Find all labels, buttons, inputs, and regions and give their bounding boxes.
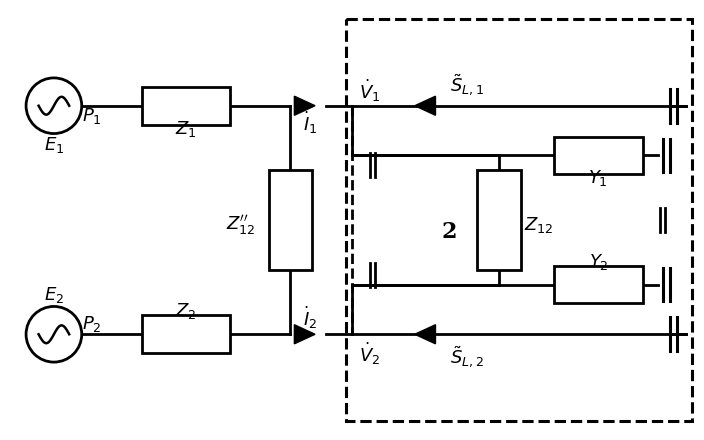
- Text: $Z_{12}$: $Z_{12}$: [524, 215, 553, 235]
- Text: $Z_1$: $Z_1$: [175, 119, 197, 139]
- Polygon shape: [294, 96, 315, 115]
- Bar: [477, 170, 521, 270]
- Bar: [346, 19, 692, 421]
- Polygon shape: [294, 325, 315, 344]
- Circle shape: [26, 306, 82, 362]
- Text: 2: 2: [441, 221, 457, 243]
- Text: $E_2$: $E_2$: [44, 285, 64, 304]
- Text: $\tilde{S}_{L,1}$: $\tilde{S}_{L,1}$: [451, 73, 484, 99]
- Text: $\dot{V}_2$: $\dot{V}_2$: [359, 341, 380, 367]
- Text: $\dot{V}_1$: $\dot{V}_1$: [359, 78, 381, 104]
- Text: $P_1$: $P_1$: [82, 106, 101, 126]
- Text: $\tilde{S}_{L,2}$: $\tilde{S}_{L,2}$: [451, 345, 484, 370]
- Text: $\dot{I}_2$: $\dot{I}_2$: [303, 304, 318, 330]
- Bar: [268, 170, 313, 270]
- Text: $Y_2$: $Y_2$: [589, 252, 608, 272]
- Text: $Y_1$: $Y_1$: [589, 168, 608, 188]
- Text: $Z_2$: $Z_2$: [175, 301, 197, 321]
- Polygon shape: [415, 96, 436, 115]
- Bar: [142, 315, 230, 353]
- Text: $Z_{12}''$: $Z_{12}''$: [226, 213, 256, 237]
- Bar: [554, 266, 643, 304]
- Polygon shape: [415, 325, 436, 344]
- Bar: [142, 87, 230, 125]
- Text: $P_2$: $P_2$: [82, 314, 101, 334]
- Text: $\dot{I}_1$: $\dot{I}_1$: [303, 110, 318, 136]
- Text: $E_1$: $E_1$: [44, 136, 64, 155]
- Circle shape: [26, 78, 82, 134]
- Bar: [554, 136, 643, 174]
